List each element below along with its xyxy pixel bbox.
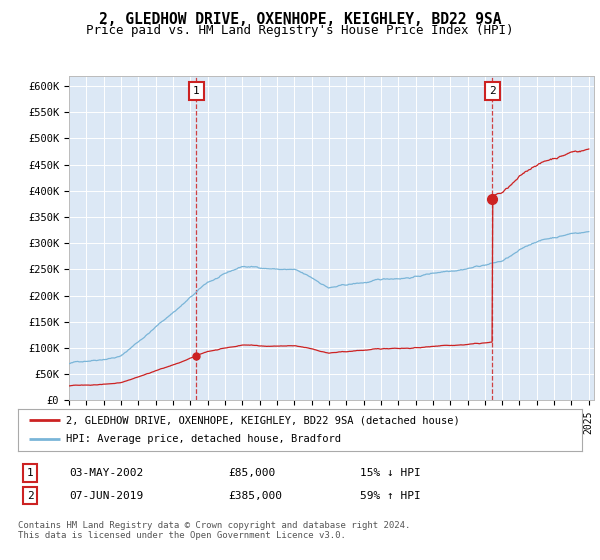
Text: 1: 1 xyxy=(193,86,200,96)
Text: 03-MAY-2002: 03-MAY-2002 xyxy=(69,468,143,478)
Text: 2, GLEDHOW DRIVE, OXENHOPE, KEIGHLEY, BD22 9SA: 2, GLEDHOW DRIVE, OXENHOPE, KEIGHLEY, BD… xyxy=(99,12,501,27)
Text: 15% ↓ HPI: 15% ↓ HPI xyxy=(360,468,421,478)
Text: Price paid vs. HM Land Registry's House Price Index (HPI): Price paid vs. HM Land Registry's House … xyxy=(86,24,514,36)
Text: 2, GLEDHOW DRIVE, OXENHOPE, KEIGHLEY, BD22 9SA (detached house): 2, GLEDHOW DRIVE, OXENHOPE, KEIGHLEY, BD… xyxy=(66,415,460,425)
Text: 07-JUN-2019: 07-JUN-2019 xyxy=(69,491,143,501)
Text: 2: 2 xyxy=(26,491,34,501)
Text: HPI: Average price, detached house, Bradford: HPI: Average price, detached house, Brad… xyxy=(66,435,341,445)
Text: £85,000: £85,000 xyxy=(228,468,275,478)
Text: 2: 2 xyxy=(489,86,496,96)
Text: 59% ↑ HPI: 59% ↑ HPI xyxy=(360,491,421,501)
Text: Contains HM Land Registry data © Crown copyright and database right 2024.
This d: Contains HM Land Registry data © Crown c… xyxy=(18,521,410,540)
Text: £385,000: £385,000 xyxy=(228,491,282,501)
Text: 1: 1 xyxy=(26,468,34,478)
